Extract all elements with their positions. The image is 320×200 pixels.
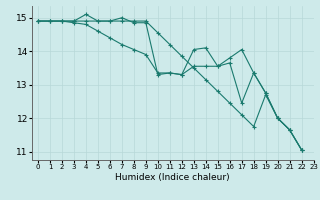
X-axis label: Humidex (Indice chaleur): Humidex (Indice chaleur) (116, 173, 230, 182)
